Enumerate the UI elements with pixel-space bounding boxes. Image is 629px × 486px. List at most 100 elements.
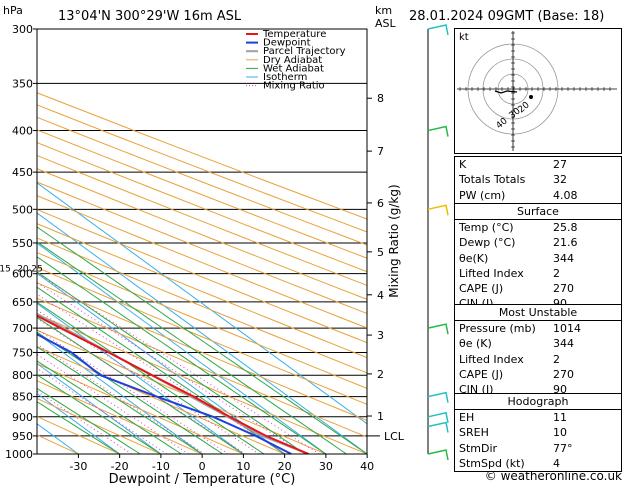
temperature-tick-label: 40 bbox=[360, 460, 374, 473]
row-label: K bbox=[459, 158, 467, 171]
dry-adiabat-line bbox=[37, 282, 367, 422]
height-tick-label: 1 bbox=[377, 410, 384, 423]
legend-item-label: Dewpoint bbox=[263, 38, 311, 49]
row-label: StmDir bbox=[459, 441, 498, 455]
pressure-tick-label: 900 bbox=[12, 411, 33, 424]
row-label: CIN (J) bbox=[459, 383, 494, 397]
row-value: 270 bbox=[553, 367, 574, 381]
km-label: km bbox=[375, 4, 392, 17]
row-value: 4.08 bbox=[553, 188, 578, 202]
temperature-tick-label: 10 bbox=[236, 460, 250, 473]
legend-item-label: Mixing Ratio bbox=[263, 81, 325, 92]
pressure-tick-label: 450 bbox=[12, 166, 33, 179]
dry-adiabat-line bbox=[37, 92, 367, 220]
dry-adiabat-line bbox=[37, 208, 367, 344]
most-unstable-title: Most Unstable bbox=[455, 305, 621, 321]
location-title: 13°04'N 300°29'W 16m ASL bbox=[58, 9, 242, 24]
row-value: 10 bbox=[553, 426, 567, 440]
height-tick-label: 7 bbox=[377, 145, 384, 158]
hodograph-trace bbox=[494, 90, 518, 94]
surface-row: Dewp (°C) 21.6 bbox=[455, 235, 621, 250]
wind-profile bbox=[427, 24, 449, 461]
pressure-tick-label: 650 bbox=[12, 296, 33, 309]
pressure-tick-label: 850 bbox=[12, 391, 33, 404]
hodograph-row: StmSpd (kt) 4 bbox=[455, 456, 621, 471]
row-label: SREH bbox=[459, 426, 489, 440]
dry-adiabat-line bbox=[37, 116, 367, 246]
row-label: Temp (°C) bbox=[459, 221, 514, 234]
most-unstable-row: CIN (J) 90 bbox=[455, 382, 621, 397]
dry-adiabat-line bbox=[37, 181, 367, 315]
temperature-tick-label: -30 bbox=[69, 460, 87, 473]
dry-adiabat-line bbox=[37, 363, 244, 454]
isotherm-line bbox=[37, 212, 367, 454]
row-value: 270 bbox=[553, 282, 574, 296]
hodograph-row: EH 11 bbox=[455, 410, 621, 425]
row-value: 344 bbox=[553, 251, 574, 265]
wind-barb bbox=[427, 411, 449, 423]
dry-adiabat-line bbox=[37, 223, 367, 359]
wet-adiabat-line bbox=[37, 256, 327, 454]
row-value: 344 bbox=[553, 337, 574, 351]
surface-row: CAPE (J) 270 bbox=[455, 281, 621, 296]
wet-adiabat-line bbox=[37, 241, 347, 454]
pressure-tick-label: 700 bbox=[12, 322, 33, 335]
wind-barb bbox=[427, 24, 449, 36]
most-unstable-row: Lifted Index 2 bbox=[455, 352, 621, 367]
hodograph-table-title: Hodograph bbox=[455, 394, 621, 410]
pressure-tick-label: 950 bbox=[12, 430, 33, 443]
asl-label: ASL bbox=[375, 17, 397, 30]
x-axis-title: Dewpoint / Temperature (°C) bbox=[109, 472, 296, 486]
wet-adiabat-line bbox=[37, 301, 265, 454]
most-unstable-table: Most Unstable Pressure (mb) 1014 θe (K) 344… bbox=[454, 304, 622, 399]
pressure-tick-label: 1000 bbox=[5, 448, 33, 461]
hodograph-table: Hodograph EH 11 SREH 10 StmDir 77° StmSpd (kt)… bbox=[454, 393, 622, 473]
dry-adiabat-line bbox=[37, 129, 367, 259]
mixing-ratio-line bbox=[37, 343, 205, 454]
wind-barb bbox=[427, 204, 449, 216]
legend-item-label: Temperature bbox=[262, 29, 326, 40]
height-tick-label: 4 bbox=[377, 289, 384, 302]
row-value: 21.6 bbox=[553, 236, 578, 250]
surface-title: Surface bbox=[455, 204, 621, 220]
row-label: θe(K) bbox=[459, 251, 489, 265]
row-value: 2 bbox=[553, 352, 560, 366]
hpa-label: hPa bbox=[3, 4, 23, 17]
wet-adiabat-line bbox=[37, 360, 182, 454]
wet-adiabat-line bbox=[37, 331, 224, 454]
row-value: 4 bbox=[553, 456, 560, 470]
height-tick-label: 2 bbox=[377, 368, 384, 381]
skewt-axes: 3003504004505005506006507007508008509009… bbox=[0, 23, 405, 473]
temperature-tick-label: -20 bbox=[111, 460, 129, 473]
row-label: CAPE (J) bbox=[459, 282, 504, 296]
pressure-tick-label: 300 bbox=[12, 23, 33, 36]
most-unstable-row: θe (K) 344 bbox=[455, 336, 621, 351]
temperature-line bbox=[37, 314, 309, 454]
legend-item-label: Wet Adiabat bbox=[263, 63, 324, 74]
mixing-ratio-axis-title: Mixing Ratio (g/kg) bbox=[387, 184, 401, 297]
row-value: 2 bbox=[553, 266, 560, 280]
wind-barb bbox=[427, 449, 449, 461]
wet-adiabat-line bbox=[37, 374, 162, 454]
legend-item-label: Isotherm bbox=[263, 72, 307, 83]
row-label: θe (K) bbox=[459, 337, 492, 351]
wind-barb bbox=[427, 391, 449, 403]
dewpoint-line bbox=[37, 333, 292, 454]
hodograph-panel: kt 20 30 40 bbox=[454, 28, 622, 154]
surface-row: Temp (°C) 25.8 bbox=[455, 220, 621, 235]
row-label: Dewp (°C) bbox=[459, 236, 516, 250]
surface-row: Lifted Index 2 bbox=[455, 266, 621, 281]
row-value: 11 bbox=[553, 411, 567, 424]
dry-adiabat-line bbox=[37, 346, 285, 454]
wet-adiabat-line bbox=[37, 271, 306, 454]
row-label: StmSpd (kt) bbox=[459, 456, 525, 470]
index-row: K 27 bbox=[455, 157, 621, 172]
height-tick-label: 6 bbox=[377, 197, 384, 210]
pressure-tick-label: 400 bbox=[12, 125, 33, 138]
most-unstable-row: Pressure (mb) 1014 bbox=[455, 321, 621, 336]
row-label: CAPE (J) bbox=[459, 367, 504, 381]
dry-adiabat-line bbox=[37, 252, 367, 389]
row-value: 90 bbox=[553, 383, 567, 397]
